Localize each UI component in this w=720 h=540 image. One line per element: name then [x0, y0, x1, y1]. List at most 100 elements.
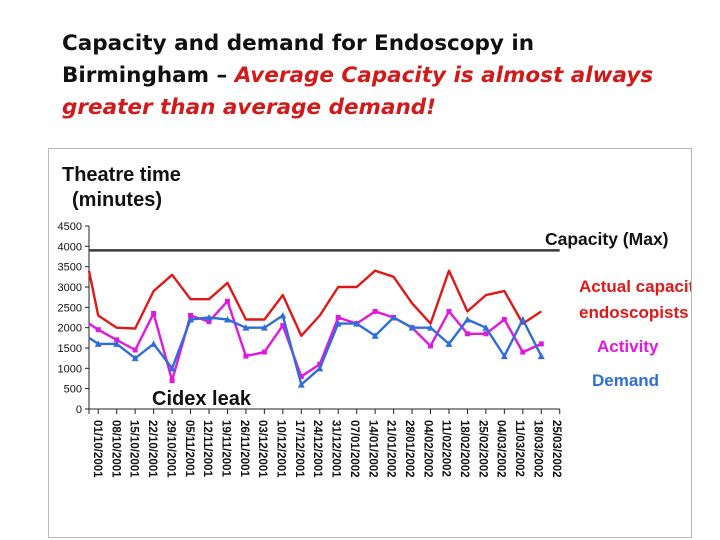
x-tick-label: 10/12/2001 [275, 420, 287, 478]
activity-point [224, 298, 230, 304]
demand-point [500, 352, 508, 360]
demand-point [519, 316, 527, 323]
demand-point [113, 340, 121, 347]
x-tick-label: 11/02/2002 [440, 420, 452, 477]
demand-point [187, 316, 195, 323]
title-line-1: Capacity and demand for Endoscopy in [62, 31, 535, 56]
y-tick-label: 2500 [58, 302, 82, 314]
series-line-actual-capacity [87, 269, 542, 337]
y-tick-label: 2000 [58, 323, 82, 335]
activity-point [280, 323, 286, 329]
demand-point [445, 340, 453, 347]
demand-point [260, 324, 268, 331]
activity-point [114, 337, 120, 343]
activity-point [206, 319, 212, 325]
demand-point [371, 332, 379, 339]
x-tick-label: 24/12/2001 [311, 420, 323, 478]
activity-point [132, 347, 138, 353]
y-tick-label: 1000 [58, 363, 82, 375]
legend-actual-capacity-line-1: Actual capacity [579, 277, 691, 296]
title-line-2: Birmingham – Average Capacity is almost … [62, 60, 702, 92]
x-tick-label: 08/10/2001 [109, 420, 121, 478]
x-tick-label: 28/01/2002 [403, 420, 415, 478]
legend-actual-capacity-line-2: endoscopists [579, 303, 689, 322]
x-tick-label: 03/12/2001 [256, 420, 268, 478]
activity-point [243, 353, 249, 359]
activity-point [95, 327, 101, 333]
activity-point [298, 373, 304, 379]
y-axis-title-line-2: (minutes) [72, 189, 162, 211]
legend-activity: Activity [597, 337, 659, 356]
title-line-3-emphasis: greater than average demand! [62, 95, 436, 120]
x-tick-label: 19/11/2001 [219, 420, 231, 478]
x-tick-label: 12/11/2001 [201, 420, 213, 478]
demand-point [168, 364, 176, 372]
legend-demand: Demand [592, 371, 659, 390]
x-tick-label: 29/10/2001 [164, 420, 176, 478]
demand-point [537, 352, 545, 360]
x-tick-label: 26/11/2001 [238, 420, 250, 478]
x-tick-label: 15/10/2001 [128, 420, 140, 478]
y-tick-label: 500 [64, 384, 82, 396]
demand-point [390, 314, 398, 321]
activity-point [188, 312, 194, 318]
demand-point [131, 354, 139, 362]
demand-point [427, 324, 435, 331]
activity-point [335, 315, 341, 320]
activity-point [428, 343, 434, 349]
legend-capacity-max: Capacity (Max) [545, 229, 669, 249]
x-tick-label: 21/01/2002 [385, 420, 397, 478]
title-line-2-plain: Birmingham – [62, 63, 235, 88]
demand-point [223, 316, 231, 323]
x-tick-label: 04/02/2002 [421, 420, 433, 478]
demand-point [279, 311, 287, 319]
x-tick-label: 11/03/2002 [513, 420, 525, 477]
series-line-demand [88, 314, 543, 386]
activity-point [538, 341, 544, 347]
activity-point [317, 361, 323, 367]
y-tick-label: 4500 [58, 221, 82, 233]
activity-point [151, 310, 157, 316]
y-tick-label: 3500 [58, 262, 82, 274]
y-tick-label: 1500 [58, 343, 82, 355]
line-chart: Theatre time (minutes) 0 500 1000 1500 2000 2… [58, 164, 691, 478]
demand-point [297, 381, 305, 388]
activity-point [169, 378, 175, 384]
x-tick-label: 01/10/2001 [91, 420, 103, 478]
demand-point [463, 316, 471, 323]
x-tick-label: 07/01/2002 [348, 420, 360, 478]
y-tick-label: 3000 [58, 282, 82, 294]
demand-point [334, 320, 342, 327]
x-tick-label: 14/01/2002 [366, 420, 378, 478]
x-tick-label: 31/12/2001 [330, 420, 342, 478]
x-tick-label: 25/03/2002 [550, 420, 562, 478]
activity-point [483, 331, 489, 337]
chart-frame: Theatre time (minutes) 0 500 1000 1500 2000 2… [48, 148, 692, 538]
activity-point [446, 308, 452, 314]
activity-point [372, 308, 378, 314]
x-tick-label: 18/02/2002 [458, 420, 470, 478]
x-tick-label: 04/03/2002 [495, 420, 507, 478]
activity-point [501, 317, 507, 323]
x-tick-label: 18/03/2002 [531, 420, 543, 478]
x-tick-label: 25/02/2002 [476, 420, 488, 478]
x-tick-label: 22/10/2001 [146, 420, 158, 478]
slide-title: Capacity and demand for Endoscopy in Bir… [62, 28, 702, 124]
demand-point [242, 324, 250, 331]
demand-point [205, 314, 213, 321]
y-axis-title-line-1: Theatre time [62, 164, 181, 186]
y-tick-label: 4000 [58, 241, 82, 253]
activity-point [261, 349, 267, 355]
x-tick-label: 05/11/2001 [183, 420, 195, 478]
demand-point [482, 324, 490, 331]
title-line-2-emphasis: Average Capacity is almost always [234, 63, 654, 88]
annotation-cidex-leak: Cidex leak [152, 388, 252, 410]
demand-point [150, 340, 158, 347]
series-line-activity [88, 300, 542, 382]
demand-point [316, 364, 324, 372]
x-tick-label: 17/12/2001 [293, 420, 305, 478]
y-tick-label: 0 [76, 404, 82, 416]
activity-point [520, 349, 526, 355]
demand-point [353, 320, 361, 327]
demand-point [94, 340, 102, 347]
